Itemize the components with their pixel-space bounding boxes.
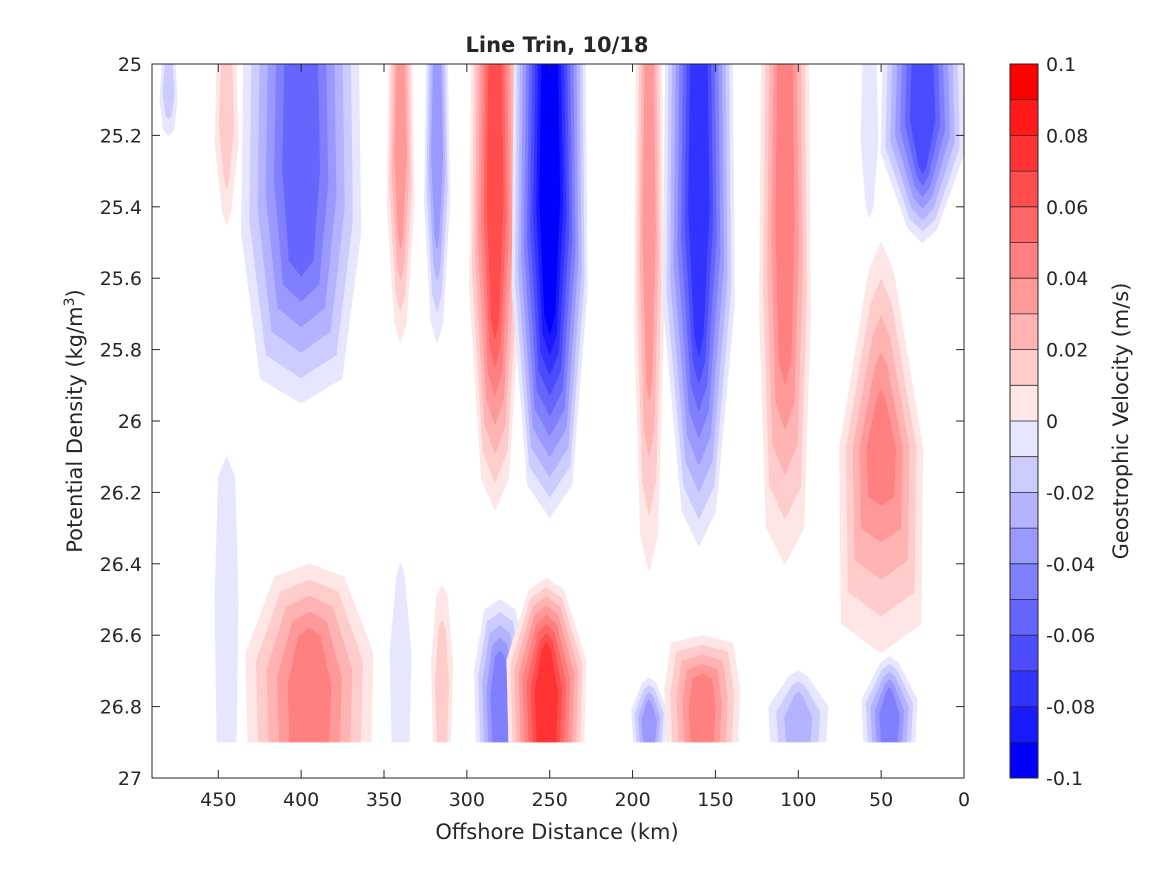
colorbar-tick-label: -0.02 [1046,482,1095,504]
colorbar-band [1010,670,1038,708]
y-tick-label: 25.4 [100,197,142,219]
x-tick-label: 400 [283,789,319,811]
negative-velocity-contour-19-level-1 [860,64,879,218]
negative-velocity-contour-11-level-10 [539,64,561,334]
colorbar-band [1010,385,1038,422]
colorbar-band [1010,635,1038,672]
x-tick-label: 250 [532,789,568,811]
y-tick-label: 25.2 [100,125,142,147]
y-tick-label: 26 [118,411,142,433]
colorbar-band [1010,171,1038,208]
negative-velocity-contour-14-level-4 [641,699,657,743]
colorbar-tick-label: 0.02 [1046,340,1088,362]
y-tick-label: 25 [118,54,142,76]
colorbar-band [1010,492,1038,529]
colorbar-band [1010,421,1038,458]
positive-velocity-contour-4-level-5 [287,628,332,743]
colorbar-tick-label: 0.04 [1046,268,1088,290]
y-tick-label: 25.6 [100,268,142,290]
negative-velocity-contour-15-level-8 [688,64,710,357]
colorbar-band [1010,599,1038,636]
y-axis-label-close: ) [63,289,87,297]
colorbar-band [1010,99,1038,136]
x-tick-label: 200 [614,789,650,811]
colorbar [1010,64,1038,779]
contour-fill-layer [159,64,964,743]
colorbar-band [1010,456,1038,493]
x-tick-label: 0 [958,789,970,811]
colorbar-band [1010,528,1038,565]
x-tick-label: 350 [366,789,402,811]
x-tick-label: 150 [697,789,733,811]
negative-velocity-contour-20-level-5 [879,687,900,743]
colorbar-ticks: 0.1 0.08 0.06 0.04 0.02 0 -0.02 -0.04 -0.06 -0.08… [1046,54,1095,790]
negative-velocity-contour-3-level-6 [282,64,321,276]
colorbar-tick-label: 0.1 [1046,54,1076,76]
y-axis: 25 25.2 25.4 25.6 25.8 26 26.2 26.4 26.6 26.8 27 [100,54,964,790]
colorbar-band [1010,313,1038,351]
colorbar-band [1010,563,1038,600]
colorbar-tick-label: 0.06 [1046,197,1088,219]
colorbar-band [1010,278,1038,315]
y-tick-label: 26.2 [100,482,142,504]
negative-velocity-contour-2-level-1 [214,456,239,743]
positive-velocity-contour-5-level-4 [394,64,407,249]
colorbar-band [1010,64,1038,101]
negative-velocity-contour-0-level-2 [162,64,175,120]
colorbar-band [1010,206,1038,243]
negative-velocity-contour-6-level-1 [389,563,412,743]
colorbar-tick-label: 0.08 [1046,125,1088,147]
colorbar-band [1010,742,1038,779]
colorbar-band [1010,135,1038,172]
colorbar-frame [1009,63,1039,779]
colorbar-band [1010,706,1038,743]
y-axis-label: Potential Density (kg/m3) [62,289,87,553]
colorbar-tick-label: -0.1 [1046,768,1083,790]
positive-velocity-contour-1-level-2 [218,64,235,189]
positive-velocity-contour-21-level-5 [866,390,896,506]
y-tick-label: 26.8 [100,697,142,719]
colorbar-tick-label: 0 [1046,411,1058,433]
colorbar-tick-label: -0.08 [1046,697,1095,719]
colorbar-tick-label: -0.06 [1046,625,1095,647]
y-tick-label: 25.8 [100,340,142,362]
x-tick-label: 100 [780,789,816,811]
positive-velocity-contour-12-level-8 [534,642,559,743]
chart-title: Line Trin, 10/18 [465,33,648,57]
colorbar-band [1010,349,1038,386]
positive-velocity-contour-17-level-5 [775,64,795,384]
positive-velocity-contour-9-level-7 [486,64,504,339]
positive-velocity-contour-13-level-4 [642,64,656,400]
y-axis-label-main: Potential Density (kg/m [63,306,87,552]
colorbar-band [1010,242,1038,279]
x-axis: 450 400 350 300 250 200 150 100 50 0 [200,64,970,811]
x-tick-label: 300 [449,789,485,811]
y-tick-label: 26.6 [100,625,142,647]
positive-velocity-contour-8-level-2 [434,620,450,743]
y-tick-label: 26.4 [100,554,142,576]
y-tick-label: 27 [118,768,142,790]
y-axis-label-superscript: 3 [62,297,78,306]
colorbar-tick-label: -0.04 [1046,554,1095,576]
colorbar-label: Geostrophic Velocity (m/s) [1109,283,1133,560]
x-tick-label: 450 [200,789,236,811]
negative-velocity-contour-10-level-5 [490,650,510,743]
positive-velocity-contour-16-level-5 [688,673,716,743]
negative-velocity-contour-22-level-7 [909,64,936,174]
x-axis-label: Offshore Distance (km) [435,820,678,844]
negative-velocity-contour-18-level-3 [784,692,813,743]
negative-velocity-contour-7-level-4 [431,64,443,249]
x-tick-label: 50 [869,789,893,811]
